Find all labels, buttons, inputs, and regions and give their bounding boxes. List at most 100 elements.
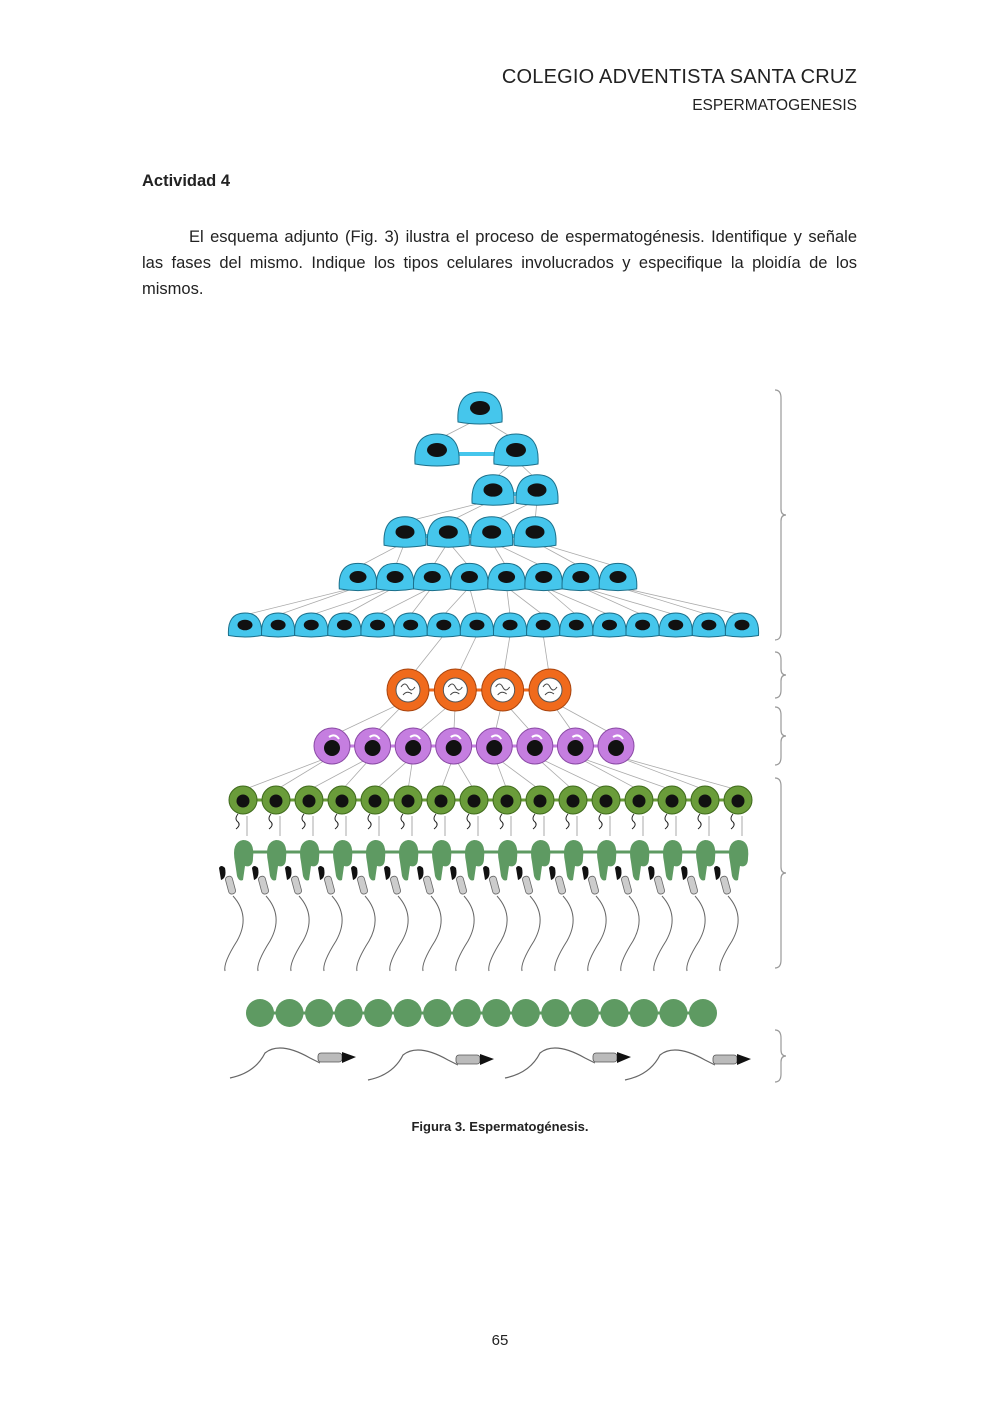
sperm-head: [417, 866, 424, 880]
flagellum-bud: [268, 813, 273, 830]
flagellum-bud: [466, 813, 471, 830]
nucleus: [349, 571, 367, 583]
residual-body: [364, 999, 393, 1027]
midpiece: [621, 875, 632, 895]
elongating-spermatid: [663, 840, 683, 881]
sperm-head: [318, 866, 325, 880]
residual-body: [393, 999, 422, 1027]
elongating-spermatid: [465, 840, 485, 881]
nucleus: [442, 677, 468, 703]
nucleus: [526, 740, 543, 756]
sperm-head: [681, 866, 688, 880]
tail: [653, 895, 673, 972]
lineage-line: [244, 586, 359, 616]
elongating-spermatid: [597, 840, 617, 881]
figure-caption: Figura 3. Espermatogénesis.: [411, 1119, 589, 1134]
sperm-head: [516, 866, 523, 880]
nucleus: [270, 619, 286, 631]
nucleus: [601, 619, 617, 631]
flagellum-bud: [631, 813, 636, 830]
nucleus: [566, 794, 580, 808]
nucleus: [427, 443, 447, 457]
residual-body: [629, 999, 658, 1027]
nucleus: [395, 677, 421, 703]
nucleus: [525, 525, 545, 539]
flagellum-bud: [730, 813, 735, 830]
nucleus: [336, 619, 352, 631]
lineage-line: [575, 755, 640, 791]
lineage-line: [506, 586, 544, 616]
flagellum-bud: [367, 813, 372, 830]
elongating-spermatid: [564, 840, 584, 881]
sperm-head: [737, 1054, 751, 1065]
nucleus: [302, 794, 316, 808]
midpiece: [324, 875, 335, 895]
midpiece: [489, 875, 500, 895]
flagellum-bud: [499, 813, 504, 830]
nucleus: [269, 794, 283, 808]
phase-brace: [774, 777, 787, 969]
tail: [290, 895, 310, 972]
activity-title: Actividad 4: [142, 172, 231, 190]
midpiece: [588, 875, 599, 895]
sperm-midpiece: [317, 1052, 343, 1063]
nucleus: [599, 794, 613, 808]
tail: [521, 895, 541, 972]
lineage-line: [617, 586, 709, 616]
nucleus: [498, 571, 516, 583]
midpiece: [357, 875, 368, 895]
chromatin: [542, 683, 558, 696]
flagellum-bud: [697, 813, 702, 830]
elongating-spermatid: [234, 840, 254, 881]
sperm-head: [252, 866, 259, 880]
header-school: COLEGIO ADVENTISTA SANTA CRUZ: [501, 66, 857, 88]
sperm-head: [615, 866, 622, 880]
midpiece: [720, 875, 731, 895]
flagellum-bud: [334, 813, 339, 830]
lineage-line: [543, 586, 610, 616]
residual-body: [334, 999, 363, 1027]
nucleus: [668, 619, 684, 631]
midpiece: [687, 875, 698, 895]
sperm-head: [450, 866, 457, 880]
midpiece: [291, 875, 302, 895]
tail: [257, 895, 277, 972]
lineage-line: [506, 586, 511, 616]
nucleus: [506, 443, 526, 457]
nucleus: [490, 677, 516, 703]
residual-body: [275, 999, 304, 1027]
tail: [719, 895, 739, 972]
nucleus: [635, 619, 651, 631]
sperm-head: [351, 866, 358, 880]
residual-body: [305, 999, 334, 1027]
tail: [323, 895, 343, 972]
nucleus: [236, 794, 250, 808]
sperm-head: [342, 1052, 356, 1063]
phase-brace: [774, 706, 787, 766]
nucleus: [395, 525, 415, 539]
lineage-line: [308, 755, 373, 791]
elongating-spermatid: [498, 840, 518, 881]
residual-body: [511, 999, 540, 1027]
lineage-line: [410, 586, 433, 616]
nucleus: [572, 571, 590, 583]
lineage-line: [575, 755, 673, 791]
elongating-spermatid: [399, 840, 419, 881]
midpiece: [225, 875, 236, 895]
nucleus: [370, 619, 386, 631]
lineage-line: [443, 586, 470, 616]
sperm-head: [285, 866, 292, 880]
residual-body: [482, 999, 511, 1027]
acrosome-highlight: [328, 734, 340, 740]
header-subject: ESPERMATOGENESIS: [692, 97, 857, 114]
nucleus: [609, 571, 627, 583]
sperm-tail: [504, 1047, 596, 1079]
flagellum-bud: [400, 813, 405, 830]
nucleus: [445, 740, 462, 756]
elongating-spermatid: [531, 840, 551, 881]
elongating-spermatid: [267, 840, 287, 881]
midpiece: [423, 875, 434, 895]
residual-body: [659, 999, 688, 1027]
nucleus: [486, 740, 503, 756]
